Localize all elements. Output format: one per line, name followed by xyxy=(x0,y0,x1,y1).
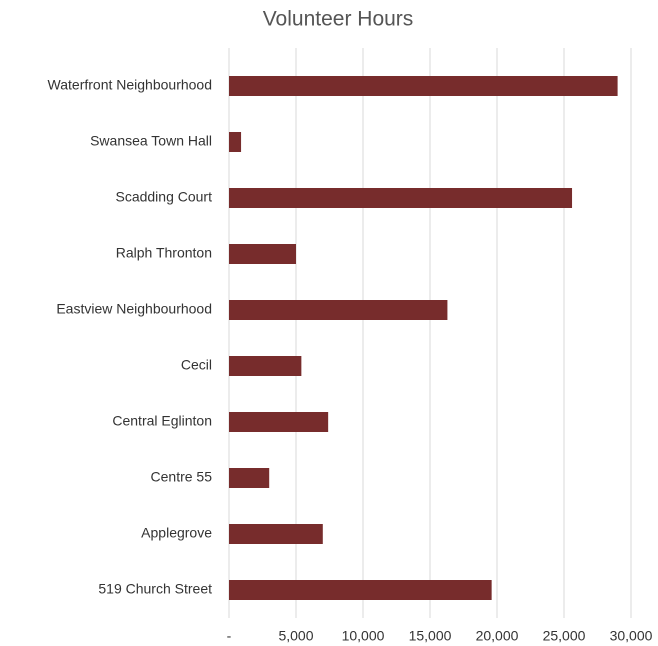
y-tick-label: Ralph Thronton xyxy=(116,245,212,261)
y-tick-label: Swansea Town Hall xyxy=(90,133,212,149)
bar xyxy=(229,300,448,320)
y-tick-label: Scadding Court xyxy=(115,189,212,205)
bar xyxy=(229,188,573,208)
bar xyxy=(229,356,302,376)
y-tick-label: Cecil xyxy=(181,357,212,373)
y-tick-label: Centre 55 xyxy=(151,469,213,485)
x-tick-label: 15,000 xyxy=(409,628,452,644)
y-tick-label: 519 Church Street xyxy=(98,581,212,597)
x-tick-label: 25,000 xyxy=(543,628,586,644)
bar xyxy=(229,468,270,488)
y-tick-label: Waterfront Neighbourhood xyxy=(48,77,212,93)
y-tick-label: Applegrove xyxy=(141,525,212,541)
bar xyxy=(229,244,296,264)
bar xyxy=(229,76,618,96)
bar xyxy=(229,132,242,152)
y-tick-label: Eastview Neighbourhood xyxy=(56,301,212,317)
x-tick-label: 30,000 xyxy=(610,628,653,644)
bar xyxy=(229,580,492,600)
chart-title: Volunteer Hours xyxy=(263,8,414,31)
bar xyxy=(229,412,329,432)
y-tick-label: Central Eglinton xyxy=(112,413,212,429)
bar xyxy=(229,524,323,544)
x-tick-label: 5,000 xyxy=(278,628,313,644)
x-tick-label: 10,000 xyxy=(342,628,385,644)
x-tick-label: 20,000 xyxy=(476,628,519,644)
x-tick-label: - xyxy=(227,628,232,644)
